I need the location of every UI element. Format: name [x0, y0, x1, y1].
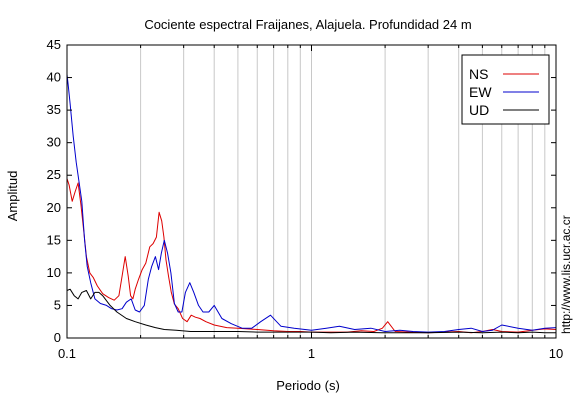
y-tick-label: 45	[47, 37, 61, 52]
legend-label-ew: EW	[469, 84, 492, 100]
y-tick-label: 25	[47, 167, 61, 182]
y-tick-label: 5	[54, 297, 61, 312]
x-tick-label: 10	[549, 346, 563, 361]
watermark-url: http://www.lis.ucr.ac.cr	[559, 215, 573, 334]
y-tick-label: 0	[54, 330, 61, 345]
grid-lines	[140, 45, 546, 338]
series-line-ud	[66, 288, 556, 334]
chart-title: Cociente espectral Fraijanes, Alajuela. …	[144, 17, 471, 32]
series-lines	[66, 74, 557, 334]
y-tick-label: 20	[47, 200, 61, 215]
x-tick-label: 0.1	[58, 346, 76, 361]
y-tick-label: 15	[47, 232, 61, 247]
y-tick-label: 30	[47, 135, 61, 150]
legend-label-ns: NS	[469, 66, 488, 82]
legend: NS EW UD	[461, 54, 550, 125]
series-line-ew	[66, 74, 557, 333]
y-axis-label: Amplitud	[5, 171, 20, 222]
axis-ticks: 0 5 10 15 20 25 30 35 40 45 0.1 1 10	[47, 37, 564, 361]
x-axis-label: Periodo (s)	[276, 378, 340, 393]
legend-box	[461, 54, 550, 125]
legend-label-ud: UD	[469, 102, 489, 118]
y-tick-label: 40	[47, 70, 61, 85]
series-line-ns	[66, 178, 557, 334]
y-tick-label: 35	[47, 102, 61, 117]
y-tick-label: 10	[47, 265, 61, 280]
x-tick-label: 1	[308, 346, 315, 361]
